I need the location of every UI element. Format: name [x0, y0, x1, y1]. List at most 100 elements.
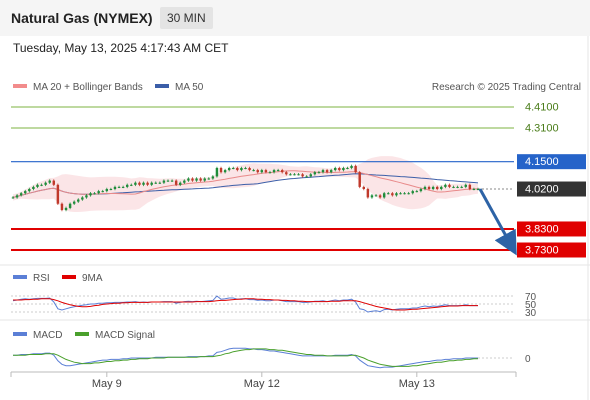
- ma20-legend-swatch: [13, 84, 27, 88]
- candle-body: [280, 170, 284, 173]
- candle-body: [117, 186, 121, 188]
- candle-body: [203, 178, 206, 181]
- candle-body: [252, 170, 255, 172]
- candle-body: [313, 172, 317, 175]
- rsi-ma-legend-label: 9MA: [82, 273, 103, 284]
- candle-body: [444, 184, 447, 187]
- candle-body: [44, 182, 47, 185]
- ma20-legend-label: MA 20 + Bollinger Bands: [33, 82, 143, 93]
- x-tick-label: May 13: [399, 378, 435, 390]
- support-level-label-4: 3.8300: [525, 223, 559, 235]
- candle-body: [77, 199, 80, 202]
- candle-body: [36, 184, 39, 187]
- timestamp: Tuesday, May 13, 2025 4:17:43 AM CET: [13, 41, 229, 55]
- x-axis: May 9 May 12 May 13: [10, 371, 517, 390]
- candle-body: [317, 172, 321, 174]
- candle-body: [301, 174, 304, 177]
- candle-body: [236, 167, 239, 171]
- candle-body: [187, 178, 190, 181]
- candle-body: [68, 203, 72, 208]
- candle-body: [427, 186, 431, 190]
- candle-body: [452, 186, 455, 188]
- candle-body: [329, 170, 333, 173]
- x-tick-label: May 12: [244, 378, 280, 390]
- candle-body: [248, 167, 251, 171]
- candle-body: [113, 186, 117, 190]
- candle-body: [285, 172, 288, 175]
- chart-header: Natural Gas (NYMEX) 30 MIN: [0, 0, 590, 36]
- candle-body: [350, 165, 353, 168]
- candle-body: [232, 167, 235, 169]
- candle-body: [325, 170, 329, 173]
- candle-body: [138, 182, 141, 185]
- candle-body: [215, 167, 219, 177]
- candle-body: [399, 193, 402, 195]
- ma50-legend-label: MA 50: [175, 82, 204, 93]
- candle-body: [142, 182, 145, 185]
- candle-body: [464, 184, 467, 187]
- macd-signal-line: [13, 348, 478, 367]
- candle-body: [227, 167, 231, 171]
- candle-body: [150, 182, 153, 185]
- candle-body: [64, 207, 68, 211]
- candle-body: [435, 186, 439, 190]
- candle-body: [154, 182, 157, 184]
- macd-line: [13, 347, 478, 369]
- candle-body: [423, 186, 427, 190]
- candle-body: [321, 170, 325, 173]
- candle-body: [32, 186, 35, 190]
- candle-body: [309, 174, 312, 177]
- candle-body: [146, 182, 149, 185]
- candle-body: [366, 189, 370, 198]
- macd-layer: 0: [13, 347, 531, 369]
- candle-body: [391, 193, 394, 196]
- candle-body: [134, 182, 137, 185]
- candle-body: [219, 167, 223, 173]
- resistance-level-label-1: 4.3100: [525, 123, 559, 135]
- last-level-label-3: 4.0200: [525, 184, 559, 196]
- candle-body: [358, 172, 361, 187]
- candle-body: [56, 184, 60, 204]
- support-level-label-5: 3.7300: [525, 245, 559, 257]
- candle-body: [297, 174, 300, 176]
- candle-body: [89, 193, 92, 196]
- candle-body: [81, 197, 84, 200]
- candle-body: [195, 178, 198, 181]
- candle-body: [264, 170, 268, 173]
- candle-body: [40, 184, 43, 186]
- candle-body: [460, 186, 463, 188]
- support-level-tag-4: [517, 221, 586, 237]
- candle-body: [199, 178, 202, 181]
- support-level-tag-5: [517, 242, 586, 258]
- candle-body: [456, 186, 459, 188]
- x-tick-label: May 9: [92, 378, 122, 390]
- candle-body: [346, 167, 349, 169]
- candle-body: [407, 193, 410, 195]
- rsi-ma-line: [13, 298, 478, 311]
- candle-body: [97, 191, 100, 194]
- candle-body: [289, 174, 292, 176]
- candle-body: [93, 193, 96, 195]
- candle-body: [305, 176, 308, 178]
- pivot-level-tag-2: [517, 154, 586, 170]
- candle-body: [395, 193, 398, 196]
- candle-body: [101, 191, 104, 193]
- candle-body: [11, 197, 15, 199]
- candle-body: [174, 180, 178, 185]
- rsi-ma-legend-swatch: [62, 275, 76, 279]
- timeframe-button[interactable]: 30 MIN: [160, 7, 213, 29]
- candle-body: [52, 180, 56, 185]
- forecast-arrow: [478, 188, 517, 256]
- candle-body: [72, 201, 76, 204]
- candle-body: [472, 189, 476, 191]
- candle-body: [240, 167, 243, 171]
- candle-body: [109, 189, 113, 191]
- rsi-legend-swatch: [13, 275, 27, 279]
- candle-body: [362, 186, 366, 190]
- macd-legend-label: MACD: [33, 330, 62, 341]
- pivot-level-label-2: 4.1500: [525, 156, 559, 168]
- candle-body: [476, 189, 480, 191]
- candle-body: [293, 174, 296, 176]
